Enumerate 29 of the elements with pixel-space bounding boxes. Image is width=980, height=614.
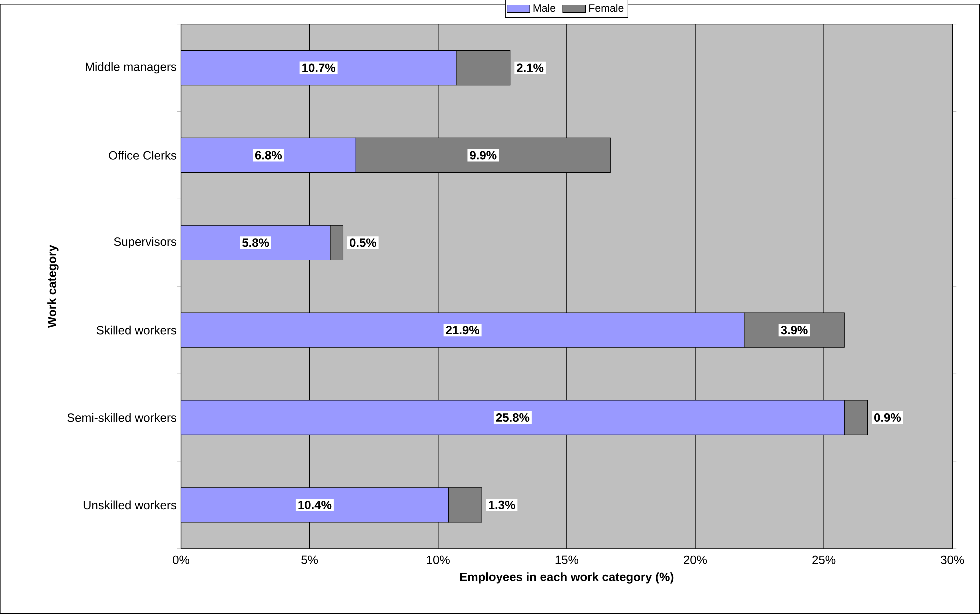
y-tick-label: Office Clerks — [109, 150, 177, 160]
data-label: 6.8% — [255, 151, 282, 160]
data-label: 25.8% — [496, 413, 530, 422]
data-label: 5.8% — [242, 238, 270, 248]
data-label: 1.3% — [489, 500, 516, 510]
data-label: 21.9% — [446, 326, 480, 334]
x-tick-label: 20% — [684, 556, 708, 564]
x-tick-label: 25% — [812, 556, 836, 564]
data-label: 10.4% — [298, 500, 332, 510]
legend-label: Female — [590, 4, 624, 12]
y-tick-label: Skilled workers — [96, 326, 177, 335]
x-tick-label: 0% — [173, 556, 190, 564]
data-label: 0.9% — [874, 413, 902, 422]
y-tick-label: Middle managers — [86, 62, 177, 74]
x-tick-label: 30% — [941, 556, 964, 564]
legend-label: Male — [534, 4, 556, 12]
y-tick-label: Unskilled workers — [84, 500, 177, 510]
x-tick-label: 10% — [427, 556, 450, 564]
data-label: 3.9% — [781, 326, 808, 334]
data-label: 2.1% — [517, 64, 544, 72]
data-label: 10.7% — [302, 64, 336, 72]
data-label: 0.5% — [350, 238, 377, 248]
y-tick-label: Supervisors — [114, 237, 177, 248]
x-axis-title: Employees in each work category (%) — [460, 572, 674, 584]
data-label: 9.9% — [470, 151, 497, 160]
y-tick-label: Semi-skilled workers — [68, 413, 177, 422]
x-tick-label: 15% — [556, 556, 579, 564]
x-tick-label: 5% — [302, 556, 318, 564]
y-axis-title: Work category — [48, 245, 59, 328]
